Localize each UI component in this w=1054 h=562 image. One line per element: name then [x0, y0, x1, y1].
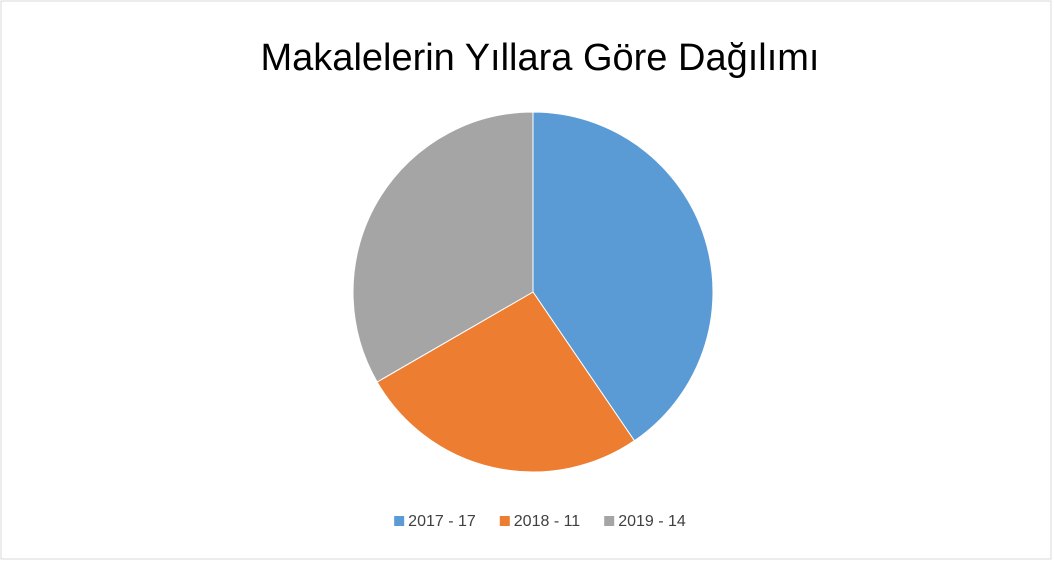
legend-swatch — [604, 516, 615, 526]
pie-slice — [352, 111, 534, 383]
legend-label: 2017 - 17 — [408, 513, 476, 530]
legend-swatch — [394, 516, 405, 526]
pie-slice — [532, 111, 714, 442]
pie-slice — [376, 291, 636, 473]
chart-title: Makalelerin Yıllara Göre Dağılımı — [261, 37, 820, 79]
legend-label: 2018 - 11 — [514, 513, 581, 530]
legend-label: 2019 - 14 — [618, 513, 686, 530]
legend-swatch — [499, 516, 510, 526]
